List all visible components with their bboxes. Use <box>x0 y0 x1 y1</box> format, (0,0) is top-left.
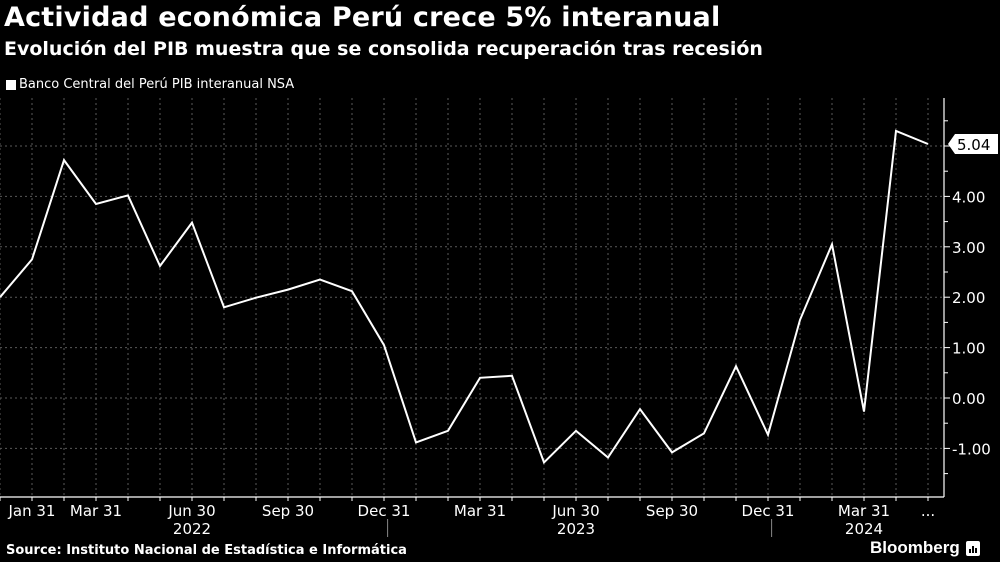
x-tick-label: Jan 31 <box>8 502 56 520</box>
y-tick-label: -1.00 <box>952 440 991 458</box>
y-tick-label: 1.00 <box>952 340 985 358</box>
bloomberg-brand: Bloomberg <box>870 538 980 558</box>
series-line <box>0 129 929 465</box>
legend: Banco Central del Perú PIB interanual NS… <box>6 77 294 92</box>
y-tick-label: 2.00 <box>952 289 985 307</box>
year-label: 2023 <box>557 520 595 538</box>
x-tick-label: Jun 30 <box>551 502 599 520</box>
x-tick-label: Mar 31 <box>838 502 890 520</box>
x-tick-label: Dec 31 <box>742 502 795 520</box>
year-label: 2022 <box>173 520 211 538</box>
bloomberg-chart-icon <box>965 540 980 556</box>
x-tick-label: Mar 31 <box>70 502 122 520</box>
year-label: 2024 <box>845 520 883 538</box>
x-tick-label: Sep 30 <box>646 502 698 520</box>
chart-title: Actividad económica Perú crece 5% intera… <box>4 2 721 33</box>
brand-text: Bloomberg <box>870 538 960 557</box>
last-value-tag <box>948 133 998 154</box>
legend-swatch-icon <box>6 79 16 90</box>
y-tick-label: 0.00 <box>952 390 985 408</box>
x-tick-label: ... <box>921 502 935 520</box>
y-tick-label: 3.00 <box>952 239 985 257</box>
legend-label: Banco Central del Perú PIB interanual NS… <box>19 77 295 92</box>
y-tick-label: 4.00 <box>952 188 985 206</box>
last-value-label: 5.04 <box>957 136 990 154</box>
source-note: Source: Instituto Nacional de Estadístic… <box>6 543 407 558</box>
x-tick-label: Sep 30 <box>262 502 314 520</box>
x-tick-label: Jun 30 <box>167 502 215 520</box>
x-tick-label: Dec 31 <box>358 502 411 520</box>
x-tick-label: Mar 31 <box>454 502 506 520</box>
chart-subtitle: Evolución del PIB muestra que se consoli… <box>4 38 763 60</box>
